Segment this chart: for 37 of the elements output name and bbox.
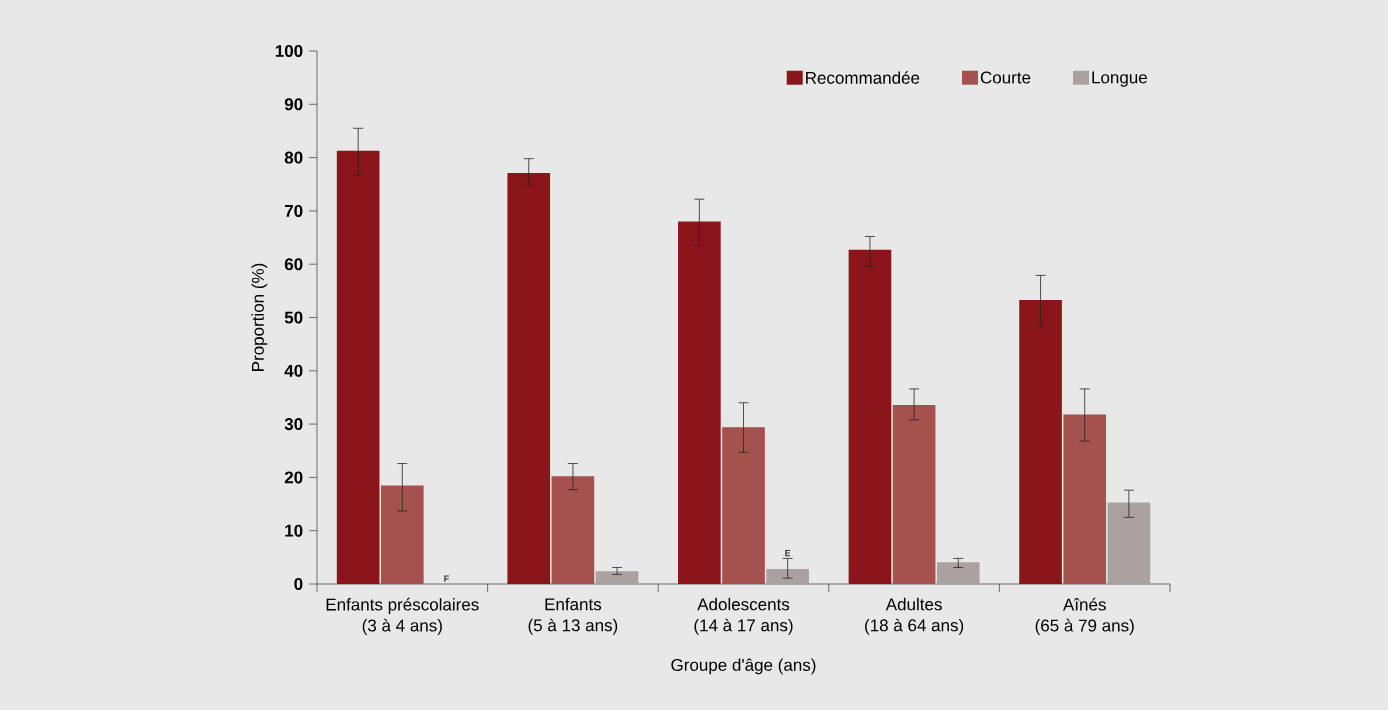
bar [766, 569, 809, 584]
x-tick-label: Enfants préscolaires (3 à 4 ans) [326, 597, 479, 635]
x-tick-label: Adultes (18 à 64 ans) [865, 597, 964, 635]
legend-label: Longue [1092, 71, 1147, 87]
y-axis-title: Proportion (%) [251, 263, 268, 371]
x-tick-label: Enfants (5 à 13 ans) [528, 597, 618, 635]
bar [336, 150, 380, 584]
y-tick-label: 60 [284, 258, 303, 271]
bar [380, 485, 424, 584]
y-tick-label: 10 [285, 524, 303, 537]
bar [1019, 299, 1062, 584]
x-tick-label: Adolescents (14 à 17 ans) [694, 597, 793, 635]
y-tick-label: 50 [284, 311, 303, 324]
bar [678, 221, 721, 584]
text: F [444, 575, 449, 582]
bar [936, 562, 980, 584]
bar [551, 476, 595, 584]
y-tick-label: 80 [284, 151, 303, 164]
bar [848, 249, 892, 584]
bar [507, 173, 551, 584]
bar [722, 427, 765, 584]
bar [595, 571, 639, 584]
data-label: E [785, 550, 791, 557]
y-tick-label: 70 [284, 204, 303, 217]
bar [1063, 414, 1107, 584]
y-tick-label: 100 [275, 44, 303, 58]
bar [1107, 502, 1151, 584]
y-tick-label: 30 [284, 418, 303, 431]
legend-label: Recommandée [806, 71, 920, 84]
bar [892, 404, 936, 584]
y-tick-label: 40 [284, 364, 303, 377]
y-tick-label: 20 [284, 471, 303, 484]
y-tick-label: 90 [284, 98, 303, 111]
legend-label: Courte [980, 71, 1031, 84]
y-tick-label: 0 [294, 577, 303, 591]
x-tick-label: Aînés (65 à 79 ans) [1035, 597, 1134, 635]
x-axis-title: Groupe d'âge (ans) [671, 658, 816, 675]
